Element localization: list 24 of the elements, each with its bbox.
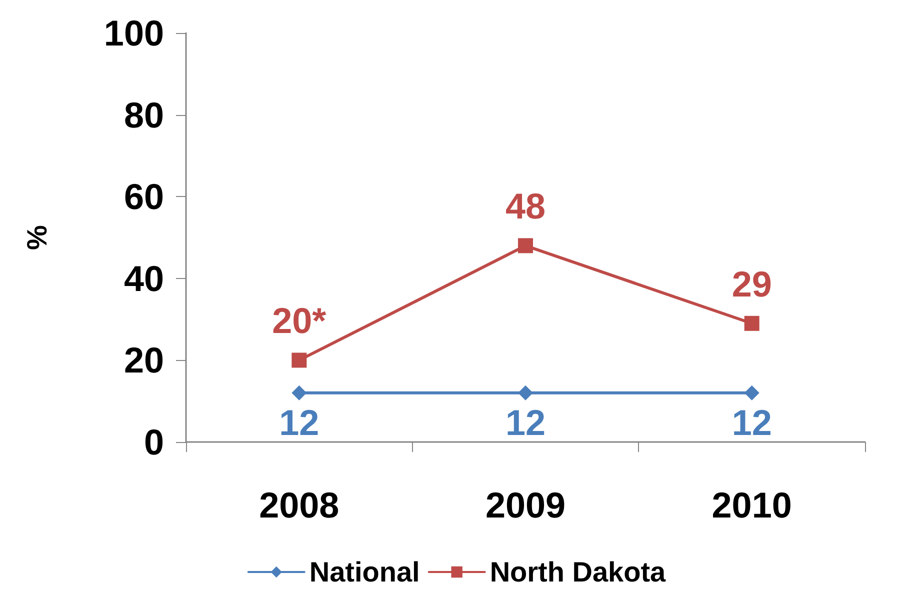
point <box>744 385 760 400</box>
point <box>292 352 307 368</box>
y-tick-label: 100 <box>104 12 164 54</box>
data-label: 12 <box>732 402 772 443</box>
legend-label: National <box>309 556 420 588</box>
data-label: 12 <box>279 402 320 443</box>
x-tick-label: 2008 <box>259 484 340 526</box>
x-tick-label: 2010 <box>712 484 792 526</box>
data-label: 48 <box>505 186 546 227</box>
point <box>292 385 307 400</box>
point <box>518 385 533 400</box>
legend-label: North Dakota <box>490 556 666 588</box>
x-tick-label: 2009 <box>485 484 566 526</box>
y-tick-label: 60 <box>124 176 164 218</box>
data-label: 12 <box>505 402 546 443</box>
y-tick-label: 0 <box>144 422 164 462</box>
point <box>518 238 533 254</box>
y-tick-label: 20 <box>124 340 164 381</box>
y-tick-label: 80 <box>124 94 164 136</box>
data-label: 20* <box>272 300 326 342</box>
y-tick-label: 40 <box>124 258 164 299</box>
data-label: 29 <box>732 263 772 304</box>
y-axis-title: % <box>22 224 52 250</box>
point <box>744 316 760 331</box>
